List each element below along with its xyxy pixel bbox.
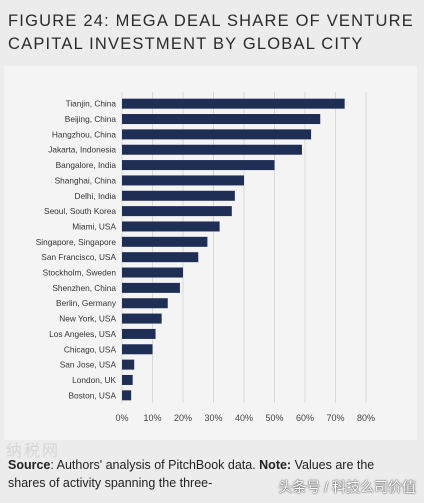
category-label: Shenzhen, China [52,283,116,293]
category-label: New York, USA [59,314,116,324]
bar [122,206,232,217]
bar [122,374,133,385]
bar [122,129,312,140]
category-label: Los Angeles, USA [49,329,116,339]
category-label: Hangzhou, China [52,129,117,139]
watermark-ghost: 纳税网 [6,443,61,460]
category-label: Shanghai, China [55,175,117,185]
bar [122,144,302,155]
bar [122,359,135,370]
x-tick-label: 0% [115,413,128,423]
x-tick-label: 60% [296,413,314,423]
category-label: Miami, USA [72,221,116,231]
title-line-2: CAPITAL INVESTMENT BY GLOBAL CITY [8,35,364,53]
bar [122,114,321,125]
bar [122,221,220,232]
x-tick-label: 40% [235,413,253,423]
x-tick-label: 50% [265,413,283,423]
bar [122,252,199,263]
bar [122,190,235,201]
bar [122,267,183,278]
bar [122,390,132,401]
category-label: San Francisco, USA [41,252,116,262]
category-label: Jakarta, Indonesia [48,145,116,155]
category-label: Beijing, China [65,114,117,124]
bar [122,175,244,186]
category-label: San Jose, USA [60,360,117,370]
bar [122,344,153,355]
chart-panel: 0% 10% 20% 30% 40% 50% 60% 70% 80% Tianjin, China… [4,66,417,440]
bar [122,160,275,171]
bar-chart: 0% 10% 20% 30% 40% 50% 60% 70% 80% Tianjin, China… [36,92,375,423]
watermark-text: 头条号 / 科技么司价值 [278,479,416,495]
category-label: Stockholm, Sweden [43,268,117,278]
category-label: Seoul, South Korea [44,206,116,216]
x-tick-label: 20% [174,413,192,423]
source-note: Source: Authors' analysis of PitchBook d… [8,456,418,492]
category-label: Boston, USA [68,390,116,400]
x-tick-label: 80% [357,413,375,423]
bar [122,328,156,339]
source-label: Source [8,458,51,472]
category-label: Singapore, Singapore [36,237,117,247]
bar [122,282,180,293]
bar [122,236,208,247]
x-tick-label: 10% [143,413,161,423]
category-label: Berlin, Germany [56,298,117,308]
note-text: Values are the [291,458,375,472]
bar [122,98,345,109]
x-tick-label: 70% [326,413,344,423]
figure-title: FIGURE 24: MEGA DEAL SHARE OF VENTURE CA… [8,10,418,56]
category-label: Chicago, USA [64,344,117,354]
category-label: London, UK [72,375,116,385]
source-text: : Authors' analysis of PitchBook data. [50,458,260,472]
bar [122,298,168,309]
category-label: Bangalore, India [56,160,117,170]
bar [122,313,162,324]
title-line-1: FIGURE 24: MEGA DEAL SHARE OF VENTURE [8,12,414,30]
category-label: Tianjin, China [66,99,117,109]
note-label: Note: [259,458,292,472]
source-line-2: shares of activity spanning the three- [8,476,213,490]
category-label: Delhi, India [74,191,116,201]
x-tick-label: 30% [204,413,222,423]
